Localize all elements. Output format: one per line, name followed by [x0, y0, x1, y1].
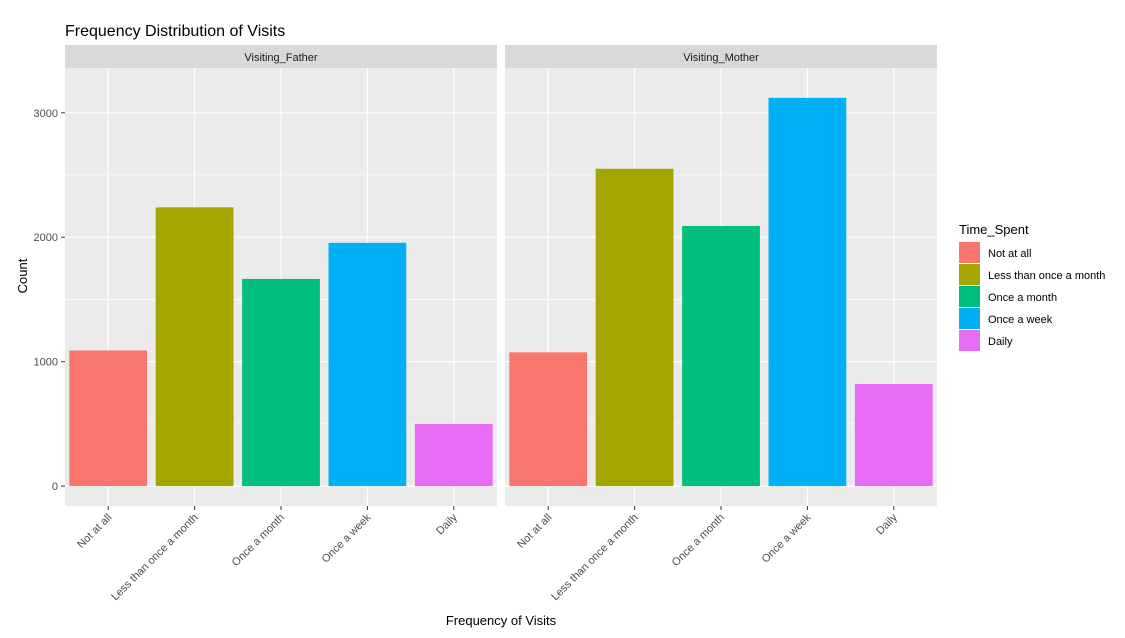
bar-not-at-all: [509, 352, 588, 487]
x-tick-label: Once a week: [760, 511, 814, 565]
legend-item-label: Once a month: [988, 292, 1057, 304]
legend-item-label: Less than once a month: [988, 270, 1105, 282]
legend-swatch: [959, 286, 980, 307]
y-axis: 0 1000 2000 3000: [34, 108, 65, 493]
bar-once-a-week: [768, 97, 847, 487]
y-tick-label: 1000: [34, 357, 58, 369]
facet-strip: [65, 45, 497, 68]
x-tick-label: Not at all: [75, 512, 114, 551]
legend-swatch: [959, 264, 980, 285]
legend-title: Time_Spent: [959, 222, 1029, 237]
bar-less-than-once-a-month: [155, 207, 234, 487]
x-tick-label: Daily: [434, 511, 460, 537]
x-tick-label: Not at all: [515, 512, 554, 551]
bar-daily: [414, 423, 493, 487]
bar-not-at-all: [69, 350, 148, 487]
x-tick-label: Less than once a month: [549, 512, 641, 604]
y-tick-label: 0: [52, 481, 58, 493]
y-axis-title: Count: [15, 258, 30, 293]
x-tick-label: Daily: [874, 511, 900, 537]
facet-strip-label: Visiting_Father: [244, 52, 318, 64]
legend: Time_Spent Not at all Less than once a mo…: [959, 222, 1105, 351]
chart-title: Frequency Distribution of Visits: [65, 23, 285, 40]
bar-once-a-week: [328, 242, 407, 487]
legend-item-label: Once a week: [988, 314, 1053, 326]
legend-item-label: Not at all: [988, 248, 1031, 260]
legend-swatch: [959, 330, 980, 351]
legend-swatch: [959, 308, 980, 329]
x-tick-label: Less than once a month: [109, 512, 201, 604]
bar-daily: [854, 384, 933, 487]
legend-swatch: [959, 242, 980, 263]
x-axis-title: Frequency of Visits: [446, 613, 557, 628]
bar-less-than-once-a-month: [595, 168, 674, 487]
y-tick-label: 2000: [34, 232, 58, 244]
facet-strip-label: Visiting_Mother: [683, 52, 759, 64]
legend-item-label: Daily: [988, 336, 1013, 348]
x-tick-label: Once a month: [670, 512, 727, 569]
facet-strip: [505, 45, 937, 68]
x-tick-label: Once a month: [230, 512, 287, 569]
bar-once-a-month: [242, 278, 320, 487]
y-tick-label: 3000: [34, 108, 58, 120]
bar-once-a-month: [682, 226, 760, 487]
x-tick-label: Once a week: [320, 511, 374, 565]
